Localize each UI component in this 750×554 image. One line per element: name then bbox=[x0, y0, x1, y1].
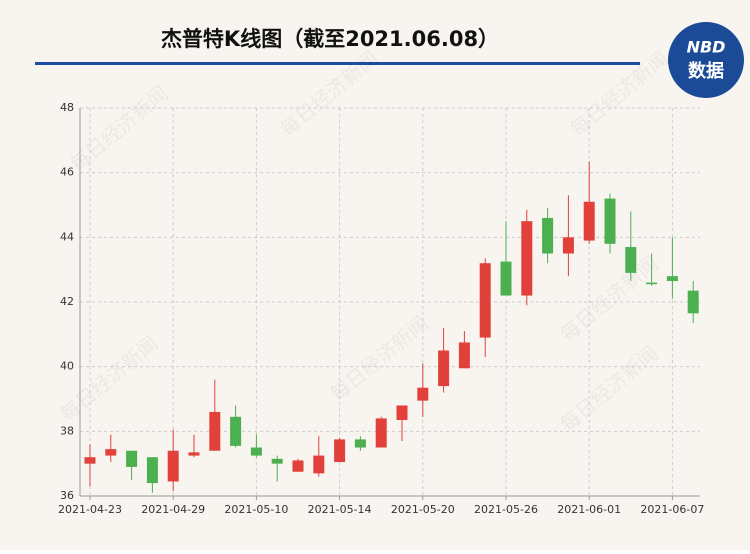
x-tick-label: 2021-04-23 bbox=[58, 503, 122, 516]
candle-body bbox=[146, 457, 158, 484]
candle-body bbox=[562, 237, 574, 254]
candle-body bbox=[687, 290, 699, 314]
y-tick-label: 46 bbox=[60, 166, 74, 179]
x-tick-label: 2021-05-26 bbox=[474, 503, 538, 516]
x-tick-label: 2021-05-14 bbox=[308, 503, 372, 516]
candle-body bbox=[396, 405, 408, 421]
candle-body bbox=[250, 447, 262, 456]
candle-body bbox=[479, 263, 491, 338]
candle-body bbox=[375, 418, 387, 448]
candle-body bbox=[500, 261, 512, 296]
candle-body bbox=[542, 217, 554, 254]
candle-body bbox=[188, 452, 200, 456]
candle-body bbox=[583, 201, 595, 241]
y-tick-label: 42 bbox=[60, 295, 74, 308]
candle-body bbox=[271, 458, 283, 464]
candle-body bbox=[646, 282, 658, 285]
x-tick-label: 2021-05-20 bbox=[391, 503, 455, 516]
y-tick-label: 36 bbox=[60, 489, 74, 502]
candle-body bbox=[334, 439, 346, 463]
candle-body bbox=[313, 455, 325, 474]
candle-body bbox=[354, 439, 366, 448]
x-tick-label: 2021-06-01 bbox=[557, 503, 621, 516]
logo-brand: NBD bbox=[687, 38, 726, 57]
x-tick-label: 2021-05-10 bbox=[224, 503, 288, 516]
y-tick-label: 40 bbox=[60, 360, 74, 373]
candle-body bbox=[438, 350, 450, 387]
candle-body bbox=[625, 247, 637, 273]
candle-body bbox=[126, 450, 138, 467]
y-tick-label: 44 bbox=[60, 230, 74, 243]
logo-label: 数据 bbox=[688, 60, 724, 82]
logo bbox=[668, 22, 744, 98]
x-tick-label: 2021-06-07 bbox=[640, 503, 704, 516]
candle-body bbox=[230, 416, 242, 446]
candle-body bbox=[209, 411, 221, 451]
y-tick-label: 38 bbox=[60, 424, 74, 437]
x-tick-label: 2021-04-29 bbox=[141, 503, 205, 516]
candle-body bbox=[666, 276, 678, 281]
y-tick-label: 48 bbox=[60, 101, 74, 114]
candle-body bbox=[604, 198, 616, 244]
candle-body bbox=[84, 457, 96, 464]
candle-body bbox=[458, 342, 470, 369]
candle-body bbox=[292, 460, 304, 472]
candle-body bbox=[105, 449, 117, 456]
chart-title: 杰普特K线图（截至2021.06.08） bbox=[161, 27, 499, 51]
title-rule bbox=[35, 62, 640, 65]
candle-body bbox=[521, 221, 533, 296]
candle-body bbox=[417, 387, 429, 401]
candle-body bbox=[167, 450, 179, 482]
